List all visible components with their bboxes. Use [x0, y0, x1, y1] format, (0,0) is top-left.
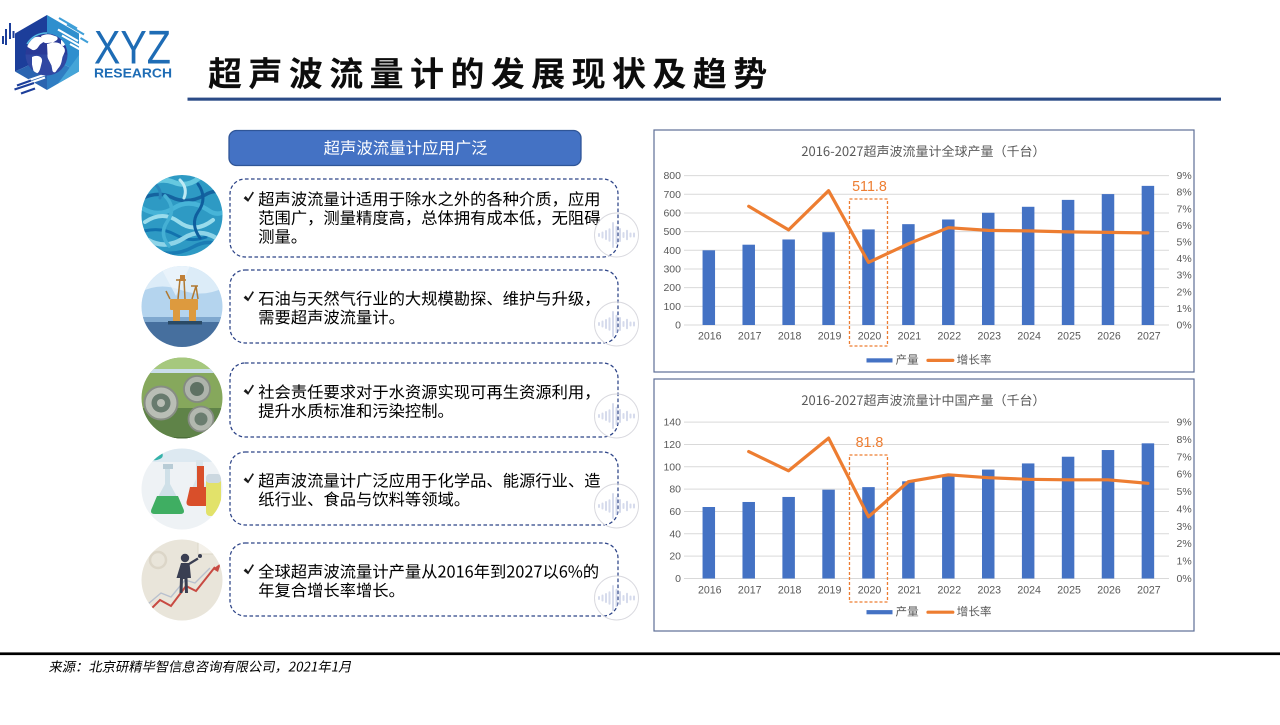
svg-text:2022: 2022	[938, 585, 962, 597]
svg-text:7%: 7%	[1177, 451, 1192, 463]
svg-text:2022: 2022	[938, 331, 962, 343]
svg-text:8%: 8%	[1177, 187, 1192, 199]
svg-text:6%: 6%	[1177, 220, 1192, 232]
svg-text:2024: 2024	[1017, 585, 1041, 597]
svg-text:2018: 2018	[778, 331, 802, 343]
svg-text:2%: 2%	[1177, 286, 1192, 298]
svg-text:511.8: 511.8	[852, 179, 887, 195]
svg-text:7%: 7%	[1177, 203, 1192, 215]
svg-text:2021: 2021	[898, 585, 922, 597]
svg-text:40: 40	[669, 528, 681, 540]
svg-text:20: 20	[669, 551, 681, 563]
svg-text:2018: 2018	[778, 585, 802, 597]
svg-text:2021: 2021	[898, 331, 922, 343]
svg-text:2027: 2027	[1137, 331, 1161, 343]
svg-text:100: 100	[663, 301, 681, 313]
svg-text:2016: 2016	[698, 585, 722, 597]
svg-text:2024: 2024	[1017, 331, 1041, 343]
svg-text:4%: 4%	[1177, 503, 1192, 515]
svg-text:2026: 2026	[1097, 331, 1121, 343]
svg-text:200: 200	[663, 282, 681, 294]
svg-text:2016: 2016	[698, 331, 722, 343]
svg-text:2027: 2027	[1137, 585, 1161, 597]
svg-text:300: 300	[663, 263, 681, 275]
svg-text:2023: 2023	[977, 585, 1001, 597]
svg-text:500: 500	[663, 226, 681, 238]
svg-text:60: 60	[669, 506, 681, 518]
svg-text:1%: 1%	[1177, 303, 1192, 315]
svg-text:0: 0	[675, 320, 681, 332]
svg-text:3%: 3%	[1177, 521, 1192, 533]
svg-text:2%: 2%	[1177, 538, 1192, 550]
svg-text:RESEARCH: RESEARCH	[94, 66, 172, 81]
svg-text:1%: 1%	[1177, 556, 1192, 568]
svg-text:2017: 2017	[738, 331, 762, 343]
svg-text:2023: 2023	[977, 331, 1001, 343]
svg-text:2025: 2025	[1057, 585, 1081, 597]
svg-text:3%: 3%	[1177, 270, 1192, 282]
svg-text:400: 400	[663, 245, 681, 257]
svg-text:700: 700	[663, 189, 681, 201]
svg-text:140: 140	[663, 417, 681, 429]
svg-text:2019: 2019	[818, 331, 842, 343]
svg-text:XYZ: XYZ	[94, 21, 171, 74]
svg-text:600: 600	[663, 207, 681, 219]
svg-text:6%: 6%	[1177, 469, 1192, 481]
svg-text:9%: 9%	[1177, 170, 1192, 182]
svg-text:80: 80	[669, 484, 681, 496]
svg-text:2026: 2026	[1097, 585, 1121, 597]
svg-text:81.8: 81.8	[856, 435, 884, 451]
svg-text:0%: 0%	[1177, 573, 1192, 585]
svg-text:4%: 4%	[1177, 253, 1192, 265]
svg-text:120: 120	[663, 439, 681, 451]
svg-text:5%: 5%	[1177, 486, 1192, 498]
svg-text:2019: 2019	[818, 585, 842, 597]
svg-text:800: 800	[663, 170, 681, 182]
svg-text:0%: 0%	[1177, 320, 1192, 332]
svg-text:2017: 2017	[738, 585, 762, 597]
svg-text:2020: 2020	[858, 585, 882, 597]
svg-text:2025: 2025	[1057, 331, 1081, 343]
svg-text:2020: 2020	[858, 331, 882, 343]
svg-text:8%: 8%	[1177, 434, 1192, 446]
svg-text:9%: 9%	[1177, 417, 1192, 429]
svg-text:0: 0	[675, 573, 681, 585]
svg-text:5%: 5%	[1177, 237, 1192, 249]
svg-text:100: 100	[663, 461, 681, 473]
